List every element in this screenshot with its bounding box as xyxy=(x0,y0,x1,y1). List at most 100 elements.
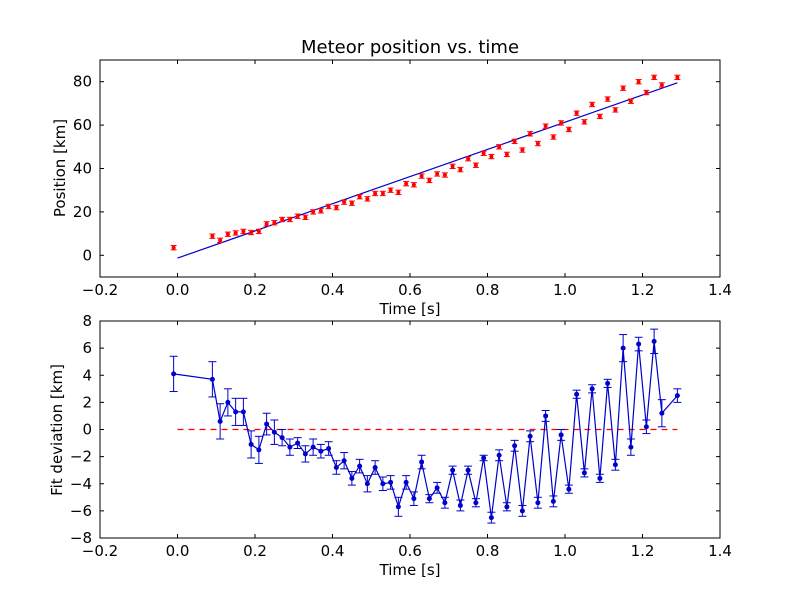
deviation-point xyxy=(318,448,324,454)
data-point xyxy=(233,230,238,235)
data-point xyxy=(264,221,269,226)
data-point xyxy=(512,139,517,144)
data-point xyxy=(636,79,641,84)
deviation-point xyxy=(395,504,401,510)
top-x-tick-label: 0.2 xyxy=(243,281,267,299)
data-point xyxy=(435,171,440,176)
data-point xyxy=(551,135,556,140)
bottom-y-tick-label: −4 xyxy=(70,475,92,493)
data-point xyxy=(489,154,494,159)
deviation-point xyxy=(426,496,432,502)
deviation-point xyxy=(450,467,456,473)
deviation-point xyxy=(550,498,556,504)
deviation-point xyxy=(581,470,587,476)
deviation-point xyxy=(597,475,603,481)
top-y-axis-label: Position [km] xyxy=(51,119,69,217)
data-point xyxy=(644,90,649,95)
deviation-point xyxy=(209,376,215,382)
data-point xyxy=(373,191,378,196)
bottom-x-tick-label: −0.2 xyxy=(82,542,118,560)
deviation-point xyxy=(527,433,533,439)
bottom-x-tick-label: 1.2 xyxy=(631,542,655,560)
top-x-axis-label: Time [s] xyxy=(379,300,441,318)
data-point xyxy=(675,75,680,80)
deviation-point xyxy=(287,444,293,450)
deviation-point xyxy=(659,410,665,416)
deviation-point xyxy=(620,345,626,351)
deviation-point xyxy=(535,500,541,506)
bottom-panel: −0.2 0.0 0.2 0.4 0.6 0.8 1.0 1.2 1.4 −8 −6 −4 −2 0 2 4 6… xyxy=(48,312,732,579)
data-point xyxy=(652,75,657,80)
deviation-point xyxy=(519,508,525,514)
top-x-tick-label: 1.0 xyxy=(553,281,577,299)
data-point xyxy=(334,205,339,210)
top-x-tick-label: 1.2 xyxy=(631,281,655,299)
data-point xyxy=(621,86,626,91)
deviation-point xyxy=(326,445,332,451)
data-point xyxy=(388,188,393,193)
data-point xyxy=(559,120,564,125)
data-point xyxy=(481,151,486,156)
data-point xyxy=(303,215,308,220)
deviation-point xyxy=(248,441,254,447)
top-plot-area: −0.2 0.0 0.2 0.4 0.6 0.8 1.0 1.2 1.4 0 20 40 60 80 xyxy=(73,60,732,299)
data-point xyxy=(171,245,176,250)
deviation-point xyxy=(636,341,642,347)
top-x-tick-label: 0.0 xyxy=(166,281,190,299)
deviation-point xyxy=(419,459,425,465)
data-point xyxy=(504,152,509,157)
data-point xyxy=(411,182,416,187)
bottom-x-tick-label: 1.4 xyxy=(708,542,732,560)
bottom-axes-frame xyxy=(99,320,721,539)
data-point xyxy=(210,234,215,239)
top-x-tick-label: 0.6 xyxy=(398,281,422,299)
deviation-point xyxy=(558,432,564,438)
deviation-point xyxy=(442,500,448,506)
deviation-point xyxy=(589,386,595,392)
data-point xyxy=(520,148,525,153)
top-y-tick-label: 40 xyxy=(73,160,92,178)
data-point xyxy=(605,97,610,102)
bottom-plot-area: −0.2 0.0 0.2 0.4 0.6 0.8 1.0 1.2 1.4 −8 −6 −4 −2 0 2 4 6… xyxy=(70,312,732,560)
data-point xyxy=(272,220,277,225)
data-point xyxy=(497,144,502,149)
deviation-point xyxy=(240,409,246,415)
bottom-y-tick-label: 4 xyxy=(82,366,92,384)
data-point xyxy=(380,191,385,196)
deviation-point xyxy=(333,464,339,470)
data-point xyxy=(326,204,331,209)
data-point xyxy=(280,217,285,222)
bottom-y-axis-label: Fit deviation [km] xyxy=(48,364,66,496)
deviation-point xyxy=(388,479,394,485)
top-y-tick-label: 60 xyxy=(73,116,92,134)
deviation-point xyxy=(651,338,657,344)
deviation-point xyxy=(302,451,308,457)
deviation-point xyxy=(674,393,680,399)
bottom-x-tick-label: 0.6 xyxy=(398,542,422,560)
deviation-point xyxy=(457,502,463,508)
data-point xyxy=(543,124,548,129)
data-point xyxy=(466,156,471,161)
data-point xyxy=(590,102,595,107)
top-x-tick-label: 0.8 xyxy=(476,281,500,299)
data-point xyxy=(365,196,370,201)
deviation-point xyxy=(465,467,471,473)
deviation-point xyxy=(364,481,370,487)
deviation-point xyxy=(310,444,316,450)
data-point xyxy=(311,209,316,214)
deviation-point xyxy=(543,413,549,419)
top-y-tick-label: 0 xyxy=(82,246,92,264)
deviation-point xyxy=(233,409,239,415)
data-point xyxy=(597,114,602,119)
deviation-point xyxy=(403,479,409,485)
top-axes-frame xyxy=(99,59,721,278)
data-point xyxy=(349,201,354,206)
deviation-point xyxy=(295,440,301,446)
bottom-y-tick-label: 8 xyxy=(82,312,92,330)
bottom-x-tick-label: 0.4 xyxy=(321,542,345,560)
deviation-point xyxy=(357,463,363,469)
deviation-point xyxy=(434,485,440,491)
deviation-point xyxy=(574,391,580,397)
deviation-point xyxy=(264,421,270,427)
